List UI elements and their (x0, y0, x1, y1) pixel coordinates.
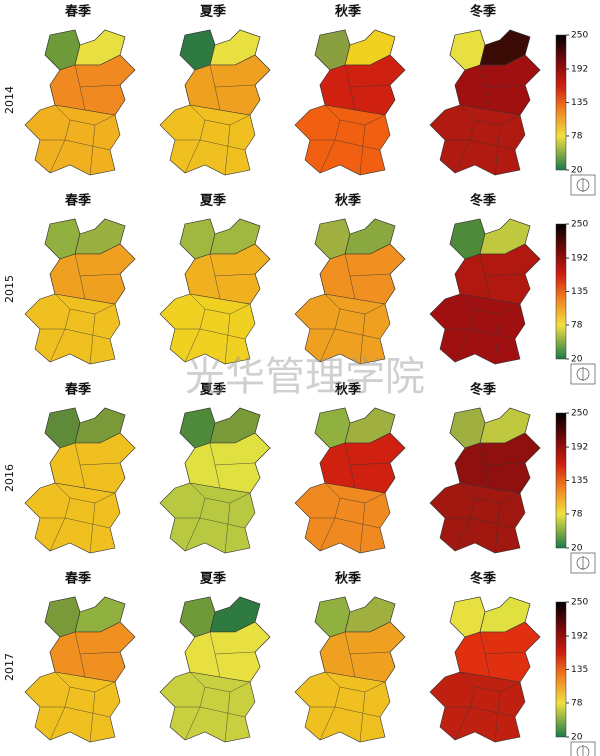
region-border (445, 253, 526, 365)
region (449, 29, 486, 71)
region (314, 407, 351, 449)
region-border (310, 253, 391, 365)
season-title: 春季 (64, 193, 91, 209)
region (314, 29, 351, 71)
colorbar-tick-label: 20 (571, 733, 583, 743)
season-title: 夏季 (199, 571, 226, 587)
map (159, 407, 271, 554)
map (429, 407, 541, 554)
colorbar-tick-label: 192 (571, 632, 588, 642)
map (24, 596, 136, 743)
season-title: 春季 (64, 4, 91, 20)
region-border (175, 64, 256, 176)
season-title: 秋季 (335, 4, 361, 20)
year-label: 2016 (3, 464, 16, 492)
compass (570, 552, 596, 574)
colorbar (555, 412, 567, 549)
region (179, 29, 216, 71)
year-label: 2015 (3, 275, 16, 303)
map (294, 218, 406, 365)
colorbar-tick-label: 78 (571, 320, 583, 330)
year-label: 2017 (3, 653, 16, 681)
colorbar-tick-label: 20 (571, 544, 583, 554)
region-border (40, 442, 121, 554)
region (314, 218, 351, 260)
colorbar-tick-label: 192 (571, 443, 588, 453)
region (179, 407, 216, 449)
compass (570, 363, 596, 385)
colorbar-tick-label: 192 (571, 254, 588, 264)
season-title: 冬季 (470, 4, 496, 20)
map (429, 218, 541, 365)
region-border (175, 253, 256, 365)
map (159, 596, 271, 743)
season-title: 秋季 (335, 382, 361, 398)
region (449, 218, 486, 260)
season-title: 冬季 (470, 193, 496, 209)
colorbar-tick-label: 250 (571, 598, 588, 608)
region (179, 218, 216, 260)
season-title: 夏季 (199, 193, 226, 209)
season-title: 秋季 (335, 193, 361, 209)
map (294, 596, 406, 743)
colorbar-tick-label: 135 (571, 665, 588, 675)
colorbar-tick-label: 78 (571, 509, 583, 519)
colorbar-tick-label: 135 (571, 476, 588, 486)
colorbar-tick-label: 78 (571, 698, 583, 708)
colorbar (555, 223, 567, 360)
region-border (40, 64, 121, 176)
colorbar-tick-label: 192 (571, 65, 588, 75)
season-title: 春季 (64, 382, 91, 398)
region (44, 407, 81, 449)
season-title: 夏季 (199, 4, 226, 20)
colorbar-tick-label: 135 (571, 98, 588, 108)
region (314, 596, 351, 638)
region (449, 407, 486, 449)
region (179, 596, 216, 638)
region-border (40, 253, 121, 365)
map (294, 29, 406, 176)
colorbar-tick-label: 250 (571, 220, 588, 230)
compass (570, 741, 596, 756)
region-border (175, 631, 256, 743)
region-border (310, 631, 391, 743)
colorbar-tick-label: 20 (571, 166, 583, 176)
region-border (175, 442, 256, 554)
season-title: 冬季 (470, 571, 496, 587)
year-label: 2014 (3, 86, 16, 114)
region-border (40, 631, 121, 743)
map (24, 407, 136, 554)
map (24, 29, 136, 176)
region (44, 29, 81, 71)
map (24, 218, 136, 365)
colorbar-tick-label: 20 (571, 355, 583, 365)
colorbar-tick-label: 135 (571, 287, 588, 297)
colorbar-tick-label: 78 (571, 131, 583, 141)
compass (570, 174, 596, 196)
watermark: 光华管理学院 (185, 354, 425, 400)
season-title: 冬季 (470, 382, 496, 398)
season-title: 秋季 (335, 571, 361, 587)
season-title: 夏季 (199, 382, 226, 398)
colorbar (555, 34, 567, 171)
map (294, 407, 406, 554)
region-border (310, 64, 391, 176)
colorbar-tick-label: 250 (571, 409, 588, 419)
region-border (445, 64, 526, 176)
colorbar (555, 601, 567, 738)
map (429, 596, 541, 743)
region-border (445, 442, 526, 554)
map (159, 218, 271, 365)
map (429, 29, 541, 176)
map (159, 29, 271, 176)
region (44, 596, 81, 638)
region (449, 596, 486, 638)
colorbar-tick-label: 250 (571, 31, 588, 41)
region-border (445, 631, 526, 743)
region (44, 218, 81, 260)
region-border (310, 442, 391, 554)
season-title: 春季 (64, 571, 91, 587)
